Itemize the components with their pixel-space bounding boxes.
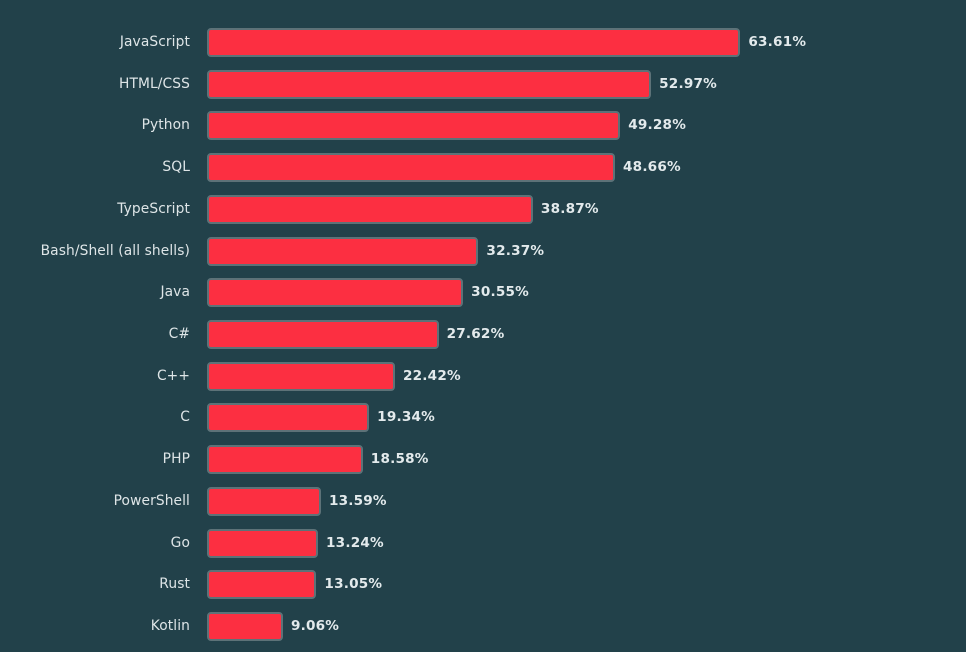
- category-label: Bash/Shell (all shells): [40, 242, 190, 259]
- bar: [207, 236, 479, 266]
- bar-row: C# 27.62%: [0, 319, 966, 350]
- category-label: SQL: [162, 159, 190, 176]
- category-label: C++: [156, 367, 190, 384]
- bar-row: SQL 48.66%: [0, 152, 966, 183]
- bar-row: PowerShell 13.59%: [0, 486, 966, 517]
- category-label: C#: [168, 326, 190, 343]
- bar: [207, 528, 319, 558]
- value-label: 13.59%: [328, 492, 387, 509]
- category-label: PHP: [162, 451, 190, 468]
- category-label: TypeScript: [117, 200, 190, 217]
- bar-row: Python 49.28%: [0, 110, 966, 141]
- value-label: 38.87%: [540, 200, 599, 217]
- value-label: 13.05%: [324, 576, 383, 593]
- bar-row: Kotlin 9.06%: [0, 611, 966, 642]
- value-label: 18.58%: [370, 451, 429, 468]
- bar-track: [207, 402, 370, 433]
- bar-track: [207, 319, 439, 350]
- bar-track: [207, 569, 317, 600]
- bar-row: C 19.34%: [0, 402, 966, 433]
- value-label: 22.42%: [402, 367, 461, 384]
- bar-row: C++ 22.42%: [0, 361, 966, 392]
- bar: [207, 320, 439, 350]
- bar: [207, 445, 363, 475]
- bar: [207, 153, 615, 183]
- bar-row: Go 13.24%: [0, 528, 966, 559]
- bar: [207, 278, 464, 308]
- value-label: 19.34%: [377, 409, 435, 426]
- bar-track: [207, 236, 479, 267]
- bar-track: [207, 194, 533, 225]
- value-label: 27.62%: [446, 326, 505, 343]
- bar: [207, 570, 317, 600]
- category-label: C: [180, 409, 190, 426]
- category-label: Go: [170, 534, 190, 551]
- bar-row: Java 30.55%: [0, 277, 966, 308]
- bar-row: PHP 18.58%: [0, 444, 966, 475]
- bar-track: [207, 277, 464, 308]
- bar-track: [207, 486, 321, 517]
- bar-track: [207, 152, 615, 183]
- bar: [207, 612, 283, 642]
- bar-row: HTML/CSS 52.97%: [0, 69, 966, 100]
- category-label: Rust: [159, 576, 190, 593]
- bar-track: [207, 528, 319, 559]
- value-label: 30.55%: [471, 284, 529, 301]
- bar: [207, 361, 395, 391]
- value-label: 63.61%: [748, 34, 807, 50]
- category-label: JavaScript: [119, 34, 190, 50]
- bar-track: [207, 69, 652, 100]
- bar-track: [207, 444, 363, 475]
- bar-row: TypeScript 38.87%: [0, 194, 966, 225]
- value-label: 52.97%: [659, 75, 717, 92]
- value-label: 48.66%: [623, 159, 681, 176]
- category-label: PowerShell: [113, 492, 190, 509]
- bar-track: [207, 361, 395, 392]
- bar-row: JavaScript 63.61%: [0, 27, 966, 58]
- bar: [207, 486, 321, 516]
- category-label: HTML/CSS: [119, 75, 190, 92]
- bar: [207, 69, 652, 99]
- bar: [207, 194, 533, 224]
- category-label: Kotlin: [150, 618, 190, 635]
- bar-row: Rust 13.05%: [0, 569, 966, 600]
- category-label: Java: [160, 284, 190, 301]
- value-label: 9.06%: [290, 618, 340, 635]
- value-label: 13.24%: [326, 534, 384, 551]
- value-label: 32.37%: [486, 242, 545, 259]
- bar: [207, 111, 621, 141]
- bar-row: Bash/Shell (all shells) 32.37%: [0, 236, 966, 267]
- bar-track: [207, 611, 283, 642]
- category-label: Python: [141, 117, 190, 134]
- bar-track: [207, 110, 621, 141]
- bar: [207, 28, 741, 57]
- bar: [207, 403, 370, 433]
- value-label: 49.28%: [628, 117, 687, 134]
- bar-track: [207, 27, 741, 58]
